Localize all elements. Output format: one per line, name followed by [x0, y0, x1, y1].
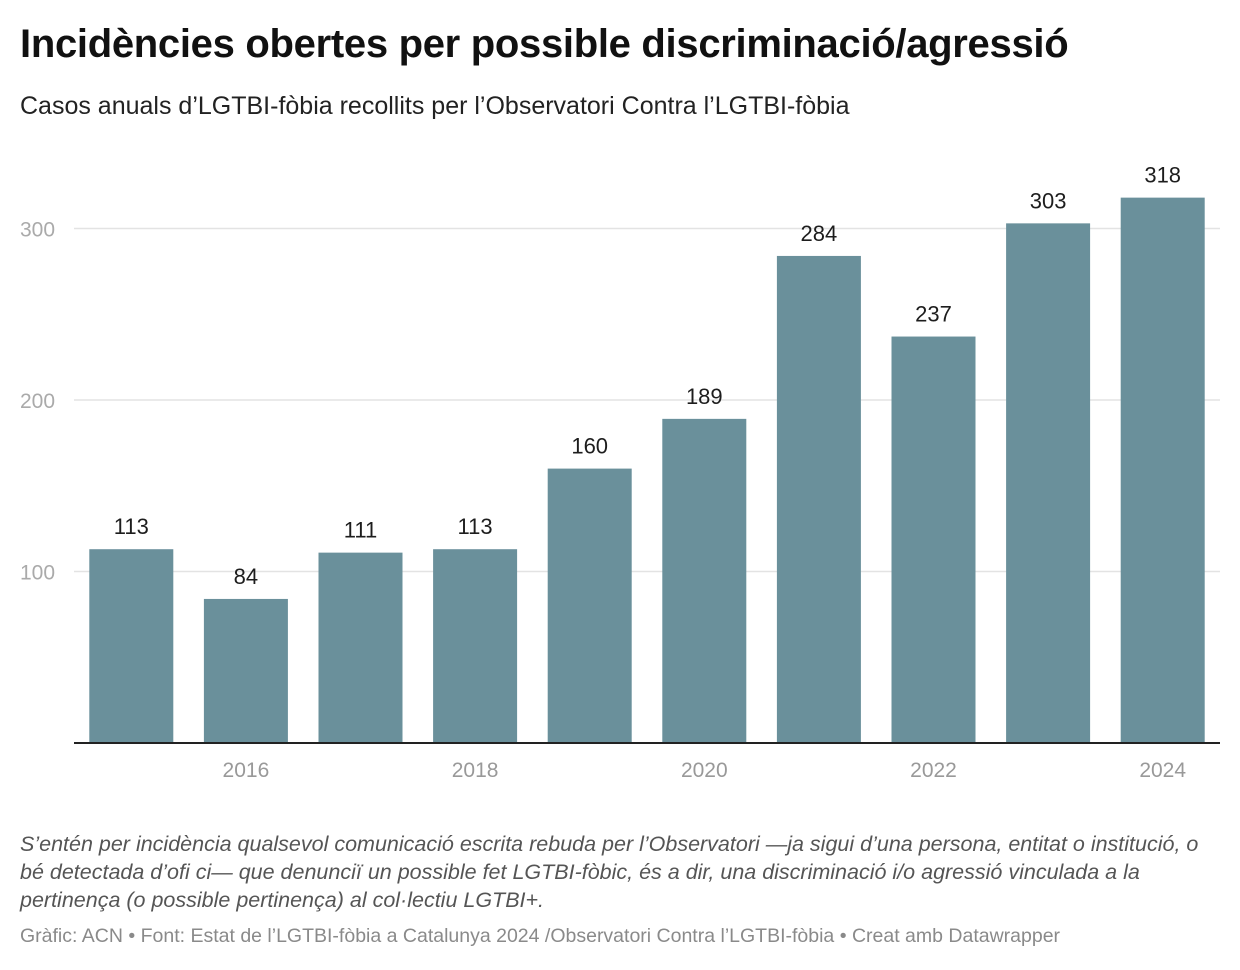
- chart-note: S’entén per incidència qualsevol comunic…: [20, 832, 1199, 912]
- bar-2024: [1120, 197, 1205, 743]
- x-tick-label: 2024: [1139, 759, 1186, 782]
- data-label: 84: [234, 564, 258, 589]
- bar-2021: [776, 255, 861, 743]
- chart-footer: Gràfic: ACN • Font: Estat de l’LGTBI-fòb…: [20, 925, 1060, 948]
- data-label: 160: [571, 434, 608, 459]
- data-label: 237: [915, 302, 952, 327]
- data-label: 318: [1144, 163, 1181, 188]
- bar-2017: [318, 552, 403, 743]
- chart-title: Incidències obertes per possible discrim…: [20, 22, 1069, 66]
- bar-2015: [89, 549, 174, 743]
- data-label: 189: [686, 384, 723, 409]
- footer-tool-credit: • Creat amb Datawrapper: [839, 925, 1061, 947]
- x-tick-label: 2020: [681, 759, 728, 782]
- footer-source: • Font: Estat de l’LGTBI-fòbia a Catalun…: [128, 925, 835, 947]
- x-tick-label: 2016: [223, 759, 270, 782]
- footer-graphic-credit: Gràfic: ACN: [20, 925, 123, 947]
- data-label: 111: [344, 518, 377, 543]
- x-tick-label: 2022: [910, 759, 957, 782]
- bar-2016: [203, 598, 288, 743]
- x-tick-label: 2018: [452, 759, 499, 782]
- bar-2020: [662, 418, 747, 743]
- bar-chart: 100 200 300 113 84 2016 111 113 2018 160 189 2020 28…: [0, 140, 1240, 800]
- bar-2023: [1006, 223, 1091, 744]
- bar-2019: [547, 468, 632, 743]
- data-label: 284: [801, 221, 838, 246]
- bar-2022: [891, 336, 976, 743]
- data-label: 113: [458, 514, 493, 539]
- bar-2018: [433, 549, 518, 743]
- data-label: 303: [1030, 188, 1067, 213]
- y-tick-label: 300: [20, 219, 55, 242]
- data-label: 113: [114, 514, 149, 539]
- y-tick-label: 200: [20, 390, 55, 413]
- y-tick-label: 100: [20, 562, 55, 585]
- chart-subtitle: Casos anuals d’LGTBI-fòbia recollits per…: [20, 92, 850, 120]
